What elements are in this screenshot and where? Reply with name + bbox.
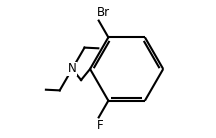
Text: Br: Br	[97, 6, 110, 19]
Text: N: N	[68, 63, 76, 75]
Text: F: F	[97, 119, 104, 132]
